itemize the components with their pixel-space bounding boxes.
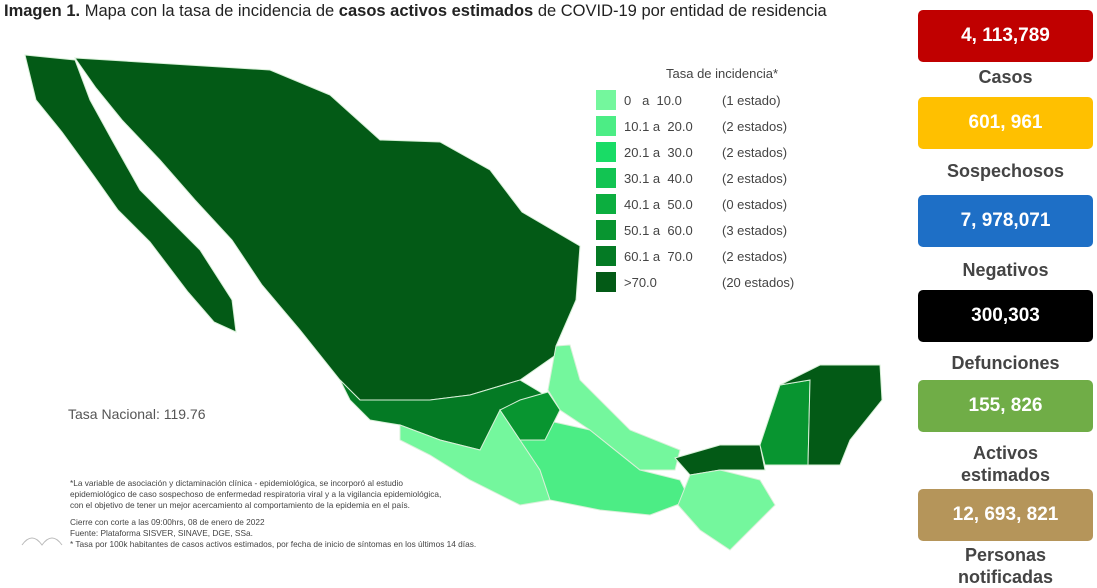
puebla [499, 391, 561, 441]
footnote: Fuente: Plataforma SISVER, SINAVE, DGE, … [70, 528, 253, 538]
title-part: Mapa con la tasa de incidencia de [80, 2, 339, 20]
legend-range: 50.1 a 60.0 [624, 222, 693, 238]
legend-range: 40.1 a 50.0 [624, 196, 693, 212]
legend-row: 40.1 a 50.0 (0 estados) [596, 191, 794, 217]
footnotes: *La variable de asociación y dictaminaci… [70, 478, 476, 550]
legend-count: (0 estados) [722, 196, 788, 212]
stat-box: 300,303 [918, 290, 1093, 342]
stat-label: Defunciones [951, 353, 1060, 373]
yucatan-qroo [779, 364, 883, 466]
baja-california [24, 54, 237, 333]
stat-label: Casos [978, 67, 1033, 87]
logo [21, 537, 63, 546]
legend-swatch [596, 168, 616, 188]
legend-range: 60.1 a 70.0 [624, 248, 693, 264]
stat-box: 4, 113,789 [918, 10, 1093, 62]
legend-row: 20.1 a 30.0 (2 estados) [596, 139, 794, 165]
legend-count: (3 estados) [722, 222, 788, 238]
legend-range: 0 a 10.0 [624, 92, 682, 108]
title-part: casos activos estimados [338, 2, 534, 20]
stat-box: 7, 978,071 [918, 195, 1093, 247]
campeche [759, 379, 811, 466]
legend-range: 10.1 a 20.0 [624, 118, 693, 134]
footnote: *La variable de asociación y dictaminaci… [70, 478, 403, 488]
legend-count: (1 estado) [722, 92, 781, 108]
legend-row: 60.1 a 70.0 (2 estados) [596, 243, 794, 269]
stat-label: Personas notificadas [957, 545, 1054, 587]
footnote: con el objetivo de tener un mejor acerca… [70, 500, 410, 510]
legend-count: (2 estados) [722, 118, 788, 134]
legend-count: (2 estados) [722, 144, 788, 160]
national-rate: Tasa Nacional: 119.76 [68, 406, 206, 422]
legend-swatch [596, 246, 616, 266]
footnote: * Tasa por 100k habitantes de casos acti… [70, 539, 477, 549]
stat-label: Sospechosos [946, 161, 1065, 181]
footnote: Cierre con corte a las 09:00hrs, 08 de e… [70, 517, 265, 527]
legend-count: (2 estados) [722, 248, 788, 264]
legend-row: 30.1 a 40.0 (2 estados) [596, 165, 794, 191]
title-part: de COVID-19 por entidad de residencia [533, 2, 827, 20]
legend-swatch [596, 194, 616, 214]
legend-swatch [596, 220, 616, 240]
legend-row: 0 a 10.0 (1 estado) [596, 87, 794, 113]
title: Imagen 1. Mapa con la tasa de incidencia… [4, 2, 827, 21]
legend-range: >70.0 [624, 274, 657, 290]
legend-range: 30.1 a 40.0 [624, 170, 693, 186]
legend-swatch [596, 90, 616, 110]
stat-box: 601, 961 [918, 97, 1093, 149]
legend-title: Tasa de incidencia* [666, 66, 779, 81]
title-part: Imagen 1. [4, 2, 81, 20]
legend-swatch [596, 116, 616, 136]
stat-box: 155, 826 [918, 380, 1093, 432]
stat-box: 12, 693, 821 [918, 489, 1093, 541]
map [21, 54, 883, 551]
legend-count: (20 estados) [722, 274, 795, 290]
legend: Tasa de incidencia* 0 a 10.0 (1 estado) 10… [596, 66, 794, 295]
legend-count: (2 estados) [722, 170, 788, 186]
stat-label: Activos estimados [960, 443, 1051, 485]
legend-row: 50.1 a 60.0 (3 estados) [596, 217, 794, 243]
stat-label: Negativos [962, 260, 1049, 280]
footnote: epidemiológico de caso sospechoso de enf… [70, 489, 442, 499]
legend-swatch [596, 142, 616, 162]
legend-range: 20.1 a 30.0 [624, 144, 693, 160]
chiapas [677, 469, 776, 551]
legend-row: 10.1 a 20.0 (2 estados) [596, 113, 794, 139]
legend-row: >70.0 (20 estados) [596, 269, 794, 295]
legend-swatch [596, 272, 616, 292]
